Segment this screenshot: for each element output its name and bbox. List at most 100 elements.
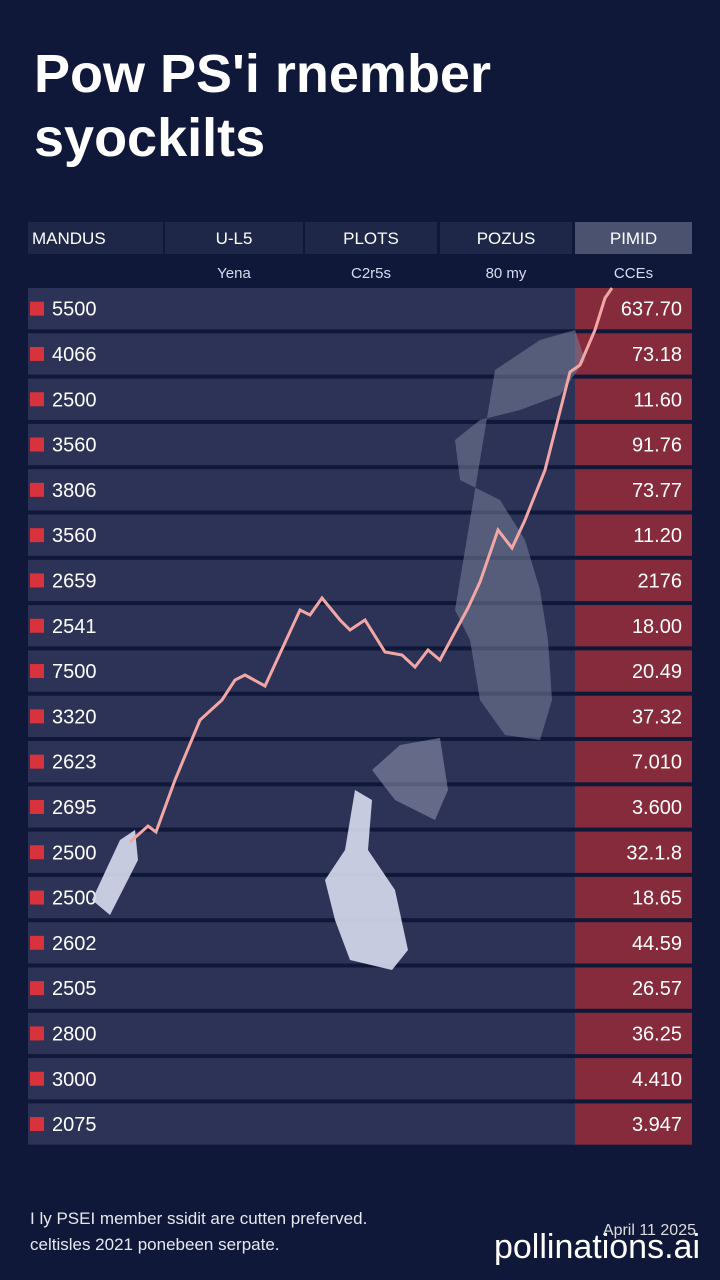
row-marker: [30, 528, 44, 543]
row-marker: [30, 482, 44, 497]
row-marker: [30, 664, 44, 679]
row-marker: [30, 845, 44, 860]
row-number: 3560: [52, 525, 97, 547]
row-value: 18.65: [632, 888, 682, 910]
value-cell: [575, 333, 692, 375]
row-value: 44.59: [632, 933, 682, 955]
header-cell: [305, 222, 437, 254]
subheader: C2r5s: [351, 265, 391, 282]
value-cell: [575, 1012, 692, 1055]
row-marker: [30, 437, 44, 452]
row-value: 37.32: [632, 706, 682, 728]
header-cell: [440, 222, 572, 254]
row: [28, 333, 575, 375]
row-marker: [30, 618, 44, 633]
row-number: 3000: [52, 1069, 97, 1091]
footer-line: I ly PSEI member ssidit are cutten prefe…: [30, 1209, 368, 1228]
value-cell: [575, 469, 692, 511]
row-value: 73.18: [632, 344, 682, 366]
row-marker: [30, 1071, 44, 1086]
header-cell: [575, 222, 692, 254]
title-line: Pow PS'i rnember: [34, 44, 491, 104]
row-value: 91.76: [632, 435, 682, 457]
value-cell: [575, 605, 692, 647]
map-shape: [92, 830, 138, 915]
row-number: 2500: [52, 842, 97, 864]
row-marker: [30, 754, 44, 769]
column-header: POZUS: [477, 229, 536, 248]
value-cell: [575, 741, 692, 783]
row-number: 3320: [52, 706, 97, 728]
row-marker: [30, 392, 44, 407]
row-number: 2505: [52, 978, 97, 1000]
value-cell: [575, 695, 692, 737]
value-cell: [575, 288, 692, 330]
value-cell: [575, 831, 692, 873]
value-cell: [575, 514, 692, 556]
row-number: 2602: [52, 933, 97, 955]
value-cell: [575, 786, 692, 828]
value-cell: [575, 1103, 692, 1145]
row: [28, 1058, 575, 1100]
footer: I ly PSEI member ssidit are cutten prefe…: [30, 1206, 367, 1258]
header-cell: [28, 222, 163, 254]
row-value: 11.20: [633, 525, 682, 547]
row-value: 11.60: [633, 389, 682, 411]
row-number: 4066: [52, 344, 97, 366]
row-marker: [30, 346, 44, 361]
row-value: 2176: [638, 570, 683, 592]
row: [28, 741, 575, 783]
row-marker: [30, 301, 44, 316]
header-cell: [165, 222, 303, 254]
column-header: PIMID: [610, 229, 657, 248]
row-number: 2500: [52, 389, 97, 411]
trend-line: [129, 287, 614, 844]
row-value: 32.1.8: [626, 842, 682, 864]
row: [28, 1103, 575, 1145]
map-shape: [325, 790, 408, 970]
row-value: 7.010: [632, 752, 682, 774]
row-marker: [30, 1026, 44, 1041]
row-number: 2695: [52, 797, 97, 819]
value-cell: [575, 967, 692, 1009]
value-cell: [575, 378, 692, 420]
row-value: 18.00: [632, 616, 682, 638]
date: April 11 2025: [602, 1222, 696, 1239]
row-number: 3560: [52, 435, 97, 457]
row-number: 2623: [52, 752, 97, 774]
row: [28, 786, 575, 828]
row: [28, 378, 575, 420]
row: [28, 423, 575, 466]
row-marker: [30, 981, 44, 996]
watermark: pollinations.ai: [493, 1228, 700, 1266]
value-cell: [575, 922, 692, 964]
row-value: 3.600: [632, 797, 682, 819]
value-cell: [575, 423, 692, 466]
row-value: 26.57: [632, 978, 682, 1000]
row-marker: [30, 935, 44, 950]
value-cell: [575, 559, 692, 602]
row-number: 2500: [52, 888, 97, 910]
row: [28, 288, 575, 330]
title: Pow PS'i rnember syockilts: [34, 42, 491, 170]
row-marker: [30, 799, 44, 814]
value-cell: [575, 650, 692, 692]
row-value: 3.947: [632, 1114, 682, 1136]
row-number: 2541: [52, 616, 97, 638]
row: [28, 1012, 575, 1055]
row-number: 2075: [52, 1114, 97, 1136]
row-value: 36.25: [632, 1023, 682, 1045]
subheader: 80 my: [486, 265, 527, 282]
subheader: Yena: [217, 265, 251, 282]
table: MANDUS U-L5 PLOTS POZUS PIMID Yena C2r5s 80 my C…: [28, 222, 692, 1145]
row-number: 2800: [52, 1023, 97, 1045]
row-value: 20.49: [632, 661, 682, 683]
column-header: MANDUS: [32, 229, 106, 248]
value-cell: [575, 876, 692, 919]
row-marker: [30, 709, 44, 724]
column-header: U-L5: [216, 229, 253, 248]
title-line: syockilts: [34, 108, 266, 168]
column-header: PLOTS: [343, 229, 399, 248]
row-marker: [30, 1117, 44, 1132]
